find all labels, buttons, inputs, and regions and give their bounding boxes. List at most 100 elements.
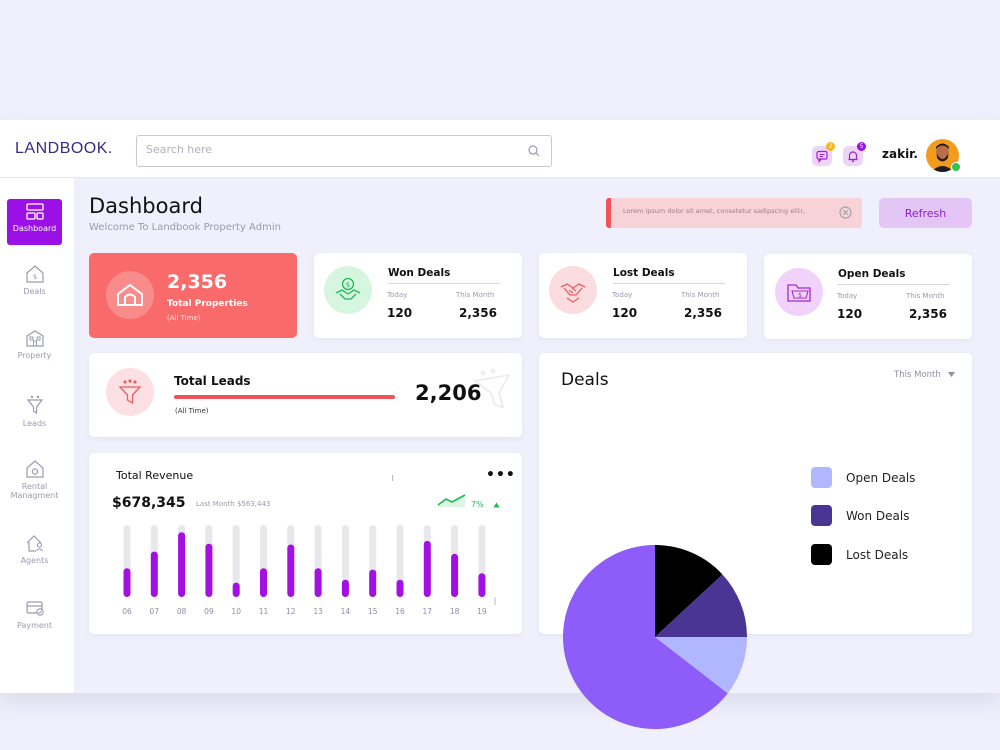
revenue-tick-label: 18 xyxy=(450,607,460,616)
legend-label-won: Won Deals xyxy=(846,509,910,523)
sidebar-label-property: Property xyxy=(17,351,52,360)
funnel-icon xyxy=(118,379,142,405)
caret-down-icon xyxy=(948,372,956,377)
legend-swatch-open xyxy=(811,467,832,488)
lost-deals-title: Lost Deals xyxy=(613,267,675,279)
sidebar-item-leads[interactable]: Leads xyxy=(7,390,62,436)
won-deals-card[interactable]: $ Won Deals Today This Month 120 2,356 xyxy=(314,253,522,338)
refresh-button[interactable]: Refresh xyxy=(879,198,972,228)
total-leads-icon-circle xyxy=(106,368,154,416)
total-revenue-title: Total Revenue xyxy=(116,469,194,482)
open-deals-divider xyxy=(838,284,950,285)
pie-slice-lost-deals[interactable] xyxy=(655,545,723,637)
avatar[interactable] xyxy=(926,139,959,172)
total-properties-sub: (All Time) xyxy=(167,314,201,322)
user-name[interactable]: zakir. xyxy=(882,147,918,161)
online-status-dot xyxy=(951,162,961,172)
total-revenue-card: Total Revenue ••• $678,345 Last Month $5… xyxy=(89,453,522,634)
revenue-tick-label: 11 xyxy=(259,607,269,616)
legend-label-open: Open Deals xyxy=(846,471,916,485)
open-deals-icon-circle: $ xyxy=(775,268,823,316)
revenue-change-percent: 7% xyxy=(471,500,484,509)
sidebar-item-property[interactable]: Property xyxy=(7,324,62,370)
won-deals-divider xyxy=(388,283,500,284)
revenue-tick-label: 06 xyxy=(122,607,132,616)
revenue-bar[interactable] xyxy=(341,579,349,597)
revenue-bar[interactable] xyxy=(423,540,431,597)
pie-slice-won-deals[interactable] xyxy=(655,574,747,637)
revenue-bar[interactable] xyxy=(369,569,377,597)
sidebar-label-rental-management: Rental Managment xyxy=(10,482,59,500)
total-properties-icon-circle xyxy=(106,271,154,319)
lost-deals-today-value: 120 xyxy=(612,306,638,320)
won-deals-icon-circle: $ xyxy=(324,266,372,314)
legend-swatch-lost xyxy=(811,544,832,565)
notifications-badge: 5 xyxy=(857,142,866,151)
agents-house-person-icon xyxy=(26,535,43,552)
search-icon[interactable] xyxy=(528,145,540,157)
won-deals-today-label: Today xyxy=(387,291,408,299)
legend-swatch-won xyxy=(811,505,832,526)
more-options-button[interactable]: ••• xyxy=(486,467,516,483)
revenue-bar[interactable] xyxy=(451,553,459,597)
arrow-up-icon xyxy=(493,502,500,508)
sidebar-item-dashboard[interactable]: Dashboard xyxy=(7,199,62,245)
total-properties-label: Total Properties xyxy=(167,299,248,309)
revenue-bar[interactable] xyxy=(287,544,295,597)
lost-deals-divider xyxy=(613,283,725,284)
search-input[interactable] xyxy=(146,143,516,156)
lost-deals-card[interactable]: Lost Deals Today This Month 120 2,356 xyxy=(539,253,747,338)
revenue-bar[interactable] xyxy=(396,579,404,597)
sidebar-item-agents[interactable]: Agents xyxy=(7,529,62,575)
svg-text:$: $ xyxy=(346,281,350,289)
total-properties-card[interactable]: 2,356 Total Properties (All Time) xyxy=(89,253,297,338)
revenue-bar[interactable] xyxy=(205,543,213,597)
sidebar-item-deals[interactable]: $ Deals xyxy=(7,260,62,306)
total-leads-card[interactable]: Total Leads (All Time) 2,206 xyxy=(89,353,522,437)
sidebar: Dashboard $ Deals Property Leads Rental … xyxy=(0,178,74,693)
revenue-tick-label: 19 xyxy=(477,607,487,616)
notifications-button[interactable]: 5 xyxy=(843,142,866,166)
handshake-coin-icon: $ xyxy=(335,277,361,300)
svg-text:$: $ xyxy=(798,292,802,299)
revenue-tick-label: 16 xyxy=(395,607,405,616)
open-deals-today-label: Today xyxy=(837,292,858,300)
revenue-bar[interactable] xyxy=(123,568,131,597)
revenue-bar[interactable] xyxy=(178,532,186,597)
deals-chart-title: Deals xyxy=(561,370,609,390)
messages-button[interactable]: 2 xyxy=(812,142,835,166)
svg-text:$: $ xyxy=(32,273,36,281)
open-deals-card[interactable]: $ Open Deals Today This Month 120 2,356 xyxy=(764,254,972,339)
deals-house-icon: $ xyxy=(25,265,44,283)
messages-badge: 2 xyxy=(826,142,835,151)
funnel-watermark-icon xyxy=(472,368,511,409)
app-window: LANDBOOK. 2 5 zakir. Dashboard xyxy=(0,120,1000,729)
revenue-bar[interactable] xyxy=(478,573,486,597)
logo-land: LAND xyxy=(15,140,60,157)
logo[interactable]: LANDBOOK. xyxy=(15,140,113,158)
revenue-bar[interactable] xyxy=(232,582,240,597)
pie-slice-other[interactable] xyxy=(563,545,728,729)
sidebar-item-rental-management[interactable]: Rental Managment xyxy=(7,455,62,501)
revenue-bar[interactable] xyxy=(260,568,267,597)
lost-deals-icon-circle xyxy=(549,266,597,314)
won-deals-month-value: 2,356 xyxy=(459,306,497,320)
sidebar-item-payment[interactable]: Payment xyxy=(7,594,62,640)
period-dropdown[interactable]: This Month xyxy=(894,370,956,380)
folder-money-icon: $ xyxy=(787,284,811,302)
lost-deals-today-label: Today xyxy=(612,291,633,299)
search-box[interactable] xyxy=(136,135,552,167)
lost-deals-month-label: This Month xyxy=(681,291,720,299)
close-icon[interactable] xyxy=(839,206,852,219)
page-title: Dashboard xyxy=(89,194,203,218)
pie-slice-open-deals[interactable] xyxy=(655,637,747,694)
revenue-tick-label: 15 xyxy=(368,607,378,616)
revenue-tick-label: 17 xyxy=(423,607,433,616)
property-building-icon xyxy=(25,330,44,347)
revenue-bar[interactable] xyxy=(314,568,322,597)
open-deals-month-label: This Month xyxy=(906,292,945,300)
won-deals-today-value: 120 xyxy=(387,306,413,320)
revenue-bar[interactable] xyxy=(150,551,158,597)
revenue-bar-track xyxy=(232,525,240,597)
total-leads-value: 2,206 xyxy=(415,381,482,405)
